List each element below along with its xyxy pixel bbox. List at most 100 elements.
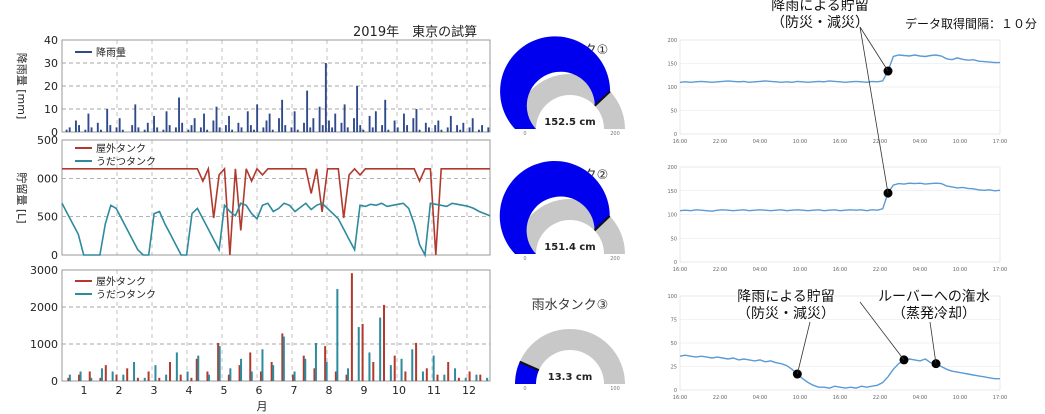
outdoor-usage-bar bbox=[468, 371, 471, 381]
sensor-tick-label: 75 bbox=[671, 318, 677, 324]
rain-bar bbox=[374, 111, 377, 132]
rain-bar bbox=[309, 127, 312, 132]
storage-tick-label: 500 bbox=[37, 211, 58, 224]
udatsu-usage-bar bbox=[261, 349, 264, 381]
udatsu-usage-bar bbox=[486, 377, 489, 381]
sensor-time-label: 10:00 bbox=[793, 139, 807, 145]
rain-bar bbox=[321, 125, 324, 132]
data-interval-label: データ取得間隔：１０分 bbox=[905, 16, 1037, 31]
outdoor-usage-bar bbox=[436, 374, 439, 381]
udatsu-usage-bar bbox=[443, 374, 446, 381]
outdoor-usage-bar bbox=[425, 368, 428, 381]
rain-ylabel: 降雨量 [mm] bbox=[15, 53, 29, 120]
gauge-min: 0 bbox=[523, 256, 526, 262]
rain-bar bbox=[99, 129, 102, 132]
rain-bar bbox=[418, 129, 421, 132]
left-header: 2019年 東京の試算 bbox=[353, 24, 477, 40]
rain-bar bbox=[381, 125, 384, 132]
rain-bar bbox=[143, 129, 146, 132]
annotation-leader bbox=[859, 26, 889, 72]
sensor-time-label: 10:00 bbox=[953, 267, 967, 273]
rain-bar bbox=[331, 127, 334, 132]
udatsu-usage-bar bbox=[133, 361, 136, 381]
rain-bar bbox=[228, 115, 230, 132]
udatsu-usage-bar bbox=[218, 346, 221, 381]
month-axis-label: 月 bbox=[257, 400, 268, 413]
rain-legend-label: 降雨量 bbox=[96, 46, 126, 59]
sensor-time-label: 04:00 bbox=[913, 395, 927, 401]
outdoor-usage-bar bbox=[479, 374, 482, 381]
udatsu-usage-bar bbox=[111, 371, 114, 381]
udatsu-usage-bar bbox=[293, 371, 296, 381]
outdoor-usage-bar bbox=[361, 323, 364, 381]
udatsu-usage-bar bbox=[282, 336, 285, 381]
sensor-time-label: 10:00 bbox=[953, 139, 967, 145]
storage-legend-label: うだつタンク bbox=[96, 156, 156, 168]
udatsu-tank-line bbox=[61, 202, 491, 258]
outdoor-usage-bar bbox=[350, 273, 353, 381]
usage-legend-label: うだつタンク bbox=[96, 289, 156, 301]
udatsu-usage-bar bbox=[197, 355, 200, 381]
outdoor-tank-line bbox=[62, 165, 490, 256]
rain-bar bbox=[168, 125, 171, 132]
rain-tick-label: 30 bbox=[44, 57, 58, 70]
outdoor-usage-bar bbox=[345, 374, 348, 381]
rain-bar bbox=[459, 129, 462, 132]
rain-bar bbox=[162, 129, 165, 132]
udatsu-usage-bar bbox=[325, 361, 328, 381]
rain-bar bbox=[328, 120, 330, 132]
udatsu-usage-bar bbox=[250, 371, 253, 381]
sensor-line bbox=[679, 182, 1001, 212]
outdoor-usage-bar bbox=[457, 377, 460, 381]
annotation-top-title: 降雨による貯留 bbox=[771, 0, 869, 14]
outdoor-usage-bar bbox=[372, 361, 375, 381]
sensor-tick-label: 150 bbox=[667, 62, 677, 68]
rain-bar bbox=[174, 127, 177, 132]
rain-bar bbox=[293, 111, 296, 132]
outdoor-usage-bar bbox=[292, 374, 295, 381]
sensor-tick-label: 0 bbox=[674, 132, 677, 138]
gauge-fill bbox=[515, 361, 539, 384]
sensor-time-label: 22:00 bbox=[713, 395, 727, 401]
sensor-time-label: 17:00 bbox=[993, 395, 1007, 401]
sensor-line bbox=[679, 354, 1000, 389]
rain-bar bbox=[131, 125, 134, 132]
rain-bar bbox=[271, 129, 274, 132]
udatsu-usage-bar bbox=[165, 374, 168, 381]
gauge-fill bbox=[500, 36, 611, 129]
rain-bar bbox=[181, 122, 184, 132]
sensor-tick-label: 100 bbox=[667, 213, 677, 219]
outdoor-usage-bar bbox=[115, 374, 118, 381]
sensor-tick-label: 200 bbox=[667, 165, 677, 171]
sensor-time-label: 10:00 bbox=[953, 395, 967, 401]
rain-bar bbox=[121, 129, 124, 132]
rain-bar bbox=[256, 104, 259, 132]
rain-bar bbox=[237, 122, 240, 132]
rain-bar bbox=[203, 113, 205, 132]
outdoor-usage-bar bbox=[88, 371, 91, 381]
sensor-time-label: 16:00 bbox=[833, 395, 847, 401]
sensor-time-label: 04:00 bbox=[753, 139, 767, 145]
gauge-needle bbox=[519, 360, 540, 372]
udatsu-usage-bar bbox=[336, 289, 339, 381]
outdoor-usage-bar bbox=[158, 377, 161, 381]
annotation-storage-title: 降雨による貯留 bbox=[737, 289, 835, 305]
udatsu-usage-bar bbox=[122, 374, 125, 381]
sensor-tick-label: 150 bbox=[667, 189, 677, 195]
rain-bar bbox=[284, 125, 287, 132]
rain-bar bbox=[368, 115, 371, 132]
sensor-time-label: 16:00 bbox=[673, 267, 687, 273]
rain-bar bbox=[487, 127, 490, 132]
rain-bar bbox=[318, 106, 321, 132]
rain-frame bbox=[61, 39, 491, 133]
udatsu-usage-bar bbox=[411, 349, 414, 381]
outdoor-usage-bar bbox=[217, 342, 220, 381]
rain-bar bbox=[193, 118, 196, 132]
storage-ylabel: 貯留量 [L] bbox=[15, 172, 28, 223]
gauge-title: 雨水タンク③ bbox=[532, 298, 609, 313]
sensor-time-label: 16:00 bbox=[673, 395, 687, 401]
outdoor-usage-bar bbox=[190, 377, 193, 381]
rain-bar bbox=[312, 118, 315, 132]
outdoor-usage-bar bbox=[259, 371, 262, 381]
usage-tick-label: 1000 bbox=[30, 338, 58, 351]
